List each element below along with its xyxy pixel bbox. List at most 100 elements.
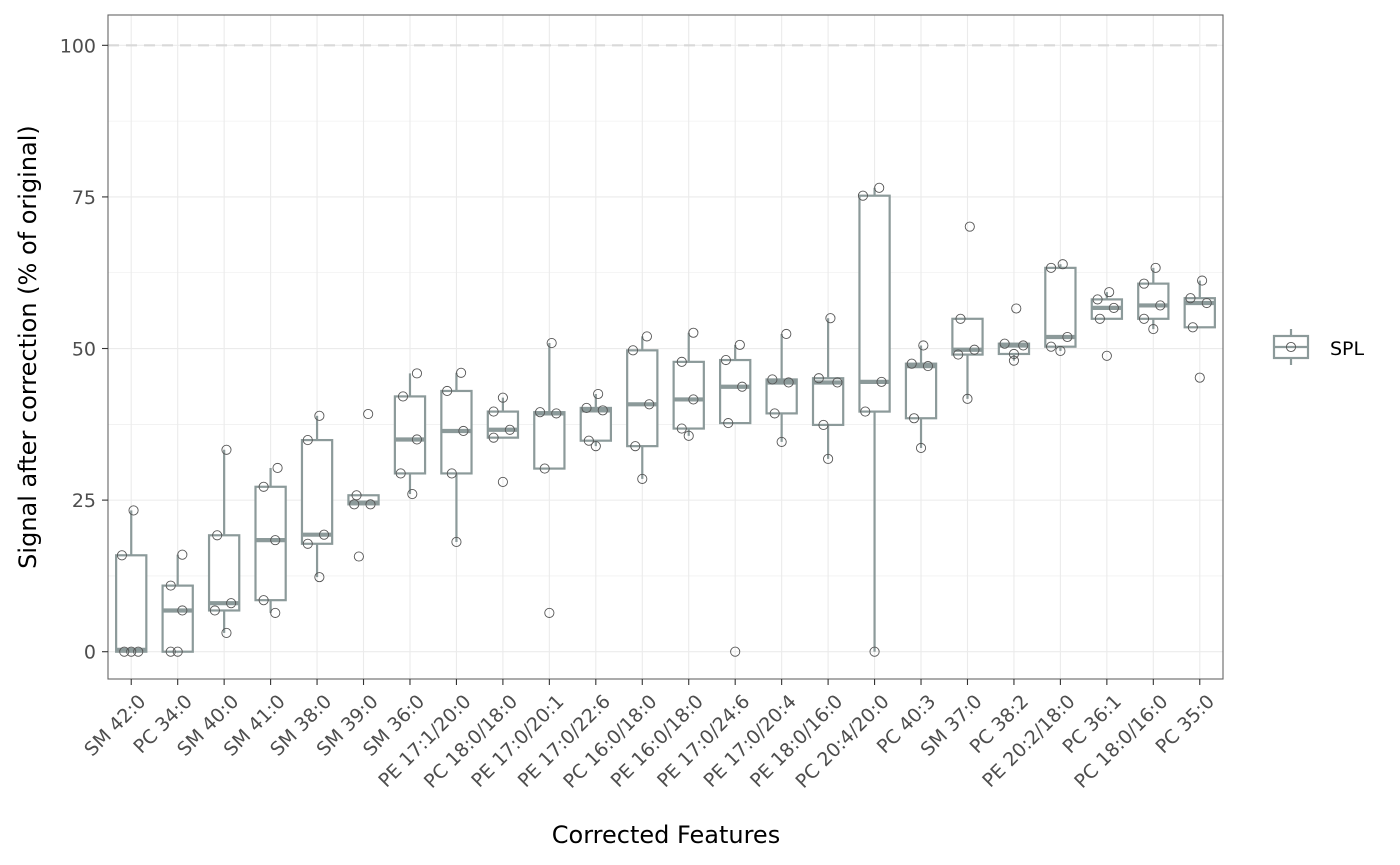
data-point — [906, 358, 917, 369]
data-point — [1104, 287, 1115, 298]
data-point — [458, 425, 469, 437]
data-point — [1101, 350, 1112, 361]
data-point — [688, 327, 699, 338]
data-point — [318, 529, 330, 540]
data-point — [676, 423, 687, 434]
data-point — [270, 535, 281, 546]
data-point — [1092, 294, 1103, 305]
data-point — [630, 441, 641, 452]
box-iqr — [718, 358, 752, 425]
box-iqr — [1137, 282, 1170, 320]
data-point — [497, 392, 508, 403]
data-point — [177, 605, 188, 616]
data-point — [597, 405, 608, 416]
data-point — [874, 182, 885, 193]
box-iqr — [765, 378, 798, 415]
box-20 — [997, 342, 1031, 361]
box-iqr — [904, 362, 938, 420]
data-point — [1197, 275, 1208, 286]
legend-point — [1285, 341, 1297, 353]
box-7 — [393, 373, 427, 495]
box-4 — [254, 467, 287, 613]
data-point — [876, 376, 887, 387]
legend-key-spl — [1272, 329, 1310, 365]
data-point — [456, 367, 467, 378]
y-tick-label: 50 — [72, 339, 96, 361]
data-point — [497, 476, 508, 487]
box-iqr — [207, 534, 241, 612]
data-point — [583, 435, 594, 446]
data-point — [1008, 355, 1019, 366]
box-iqr — [254, 485, 287, 602]
data-point — [857, 190, 868, 201]
data-point — [165, 646, 176, 657]
box-23 — [1137, 267, 1170, 330]
data-point — [353, 551, 364, 562]
data-point — [1108, 302, 1119, 313]
box-iqr — [811, 377, 845, 427]
data-point — [1018, 340, 1029, 351]
data-point — [272, 462, 283, 474]
data-point — [723, 418, 734, 429]
data-point — [126, 646, 137, 657]
data-point — [1008, 348, 1019, 360]
data-point — [351, 490, 362, 501]
data-point — [544, 607, 555, 618]
data-point — [1201, 297, 1212, 309]
box-5 — [300, 415, 334, 578]
data-point — [1046, 262, 1057, 273]
data-point — [637, 473, 648, 484]
data-point — [825, 313, 836, 324]
box-iqr — [115, 554, 148, 653]
data-point — [730, 646, 741, 657]
box-11 — [579, 393, 613, 447]
data-point — [212, 530, 223, 541]
data-point — [302, 435, 313, 446]
y-tick-label: 75 — [72, 187, 96, 209]
data-point — [962, 393, 973, 404]
data-point — [119, 646, 130, 657]
data-point — [133, 646, 144, 657]
box-24 — [1183, 280, 1216, 329]
box-iqr — [672, 360, 705, 430]
data-point — [776, 436, 787, 447]
data-point — [832, 377, 843, 388]
data-point — [1046, 341, 1057, 352]
data-point — [504, 424, 515, 435]
box-iqr — [300, 438, 334, 545]
box-6 — [347, 494, 380, 506]
data-point — [737, 381, 748, 392]
box-9 — [486, 397, 520, 439]
box-iqr — [161, 584, 194, 653]
boxplots — [115, 187, 1216, 653]
data-point — [177, 549, 188, 560]
data-point — [823, 453, 834, 464]
data-point — [258, 595, 269, 606]
box-12 — [626, 336, 659, 479]
data-point — [365, 499, 376, 510]
data-point — [314, 410, 325, 421]
x-axis: SM 42:0PC 34:0SM 40:0SM 41:0SM 38:0SM 39… — [80, 679, 1219, 793]
box-iqr — [579, 406, 613, 442]
data-point — [314, 572, 325, 583]
box-3 — [207, 449, 241, 633]
legend-label-spl: SPL — [1330, 338, 1365, 360]
data-point — [769, 408, 780, 419]
data-point — [451, 536, 462, 548]
box-18 — [904, 345, 938, 448]
data-point — [783, 377, 794, 388]
data-point — [964, 221, 975, 232]
data-point — [581, 402, 592, 413]
data-point — [407, 489, 418, 500]
box-iqr — [486, 410, 520, 439]
data-point — [488, 432, 499, 443]
box-iqr — [626, 349, 659, 448]
y-tick-label: 25 — [72, 490, 96, 512]
data-point — [258, 481, 269, 492]
data-point — [221, 627, 232, 638]
data-point — [641, 331, 652, 342]
box-17 — [858, 187, 891, 652]
box-iqr — [393, 395, 427, 475]
y-axis-title: Signal after correction (% of original) — [14, 125, 42, 569]
data-point — [165, 580, 176, 591]
